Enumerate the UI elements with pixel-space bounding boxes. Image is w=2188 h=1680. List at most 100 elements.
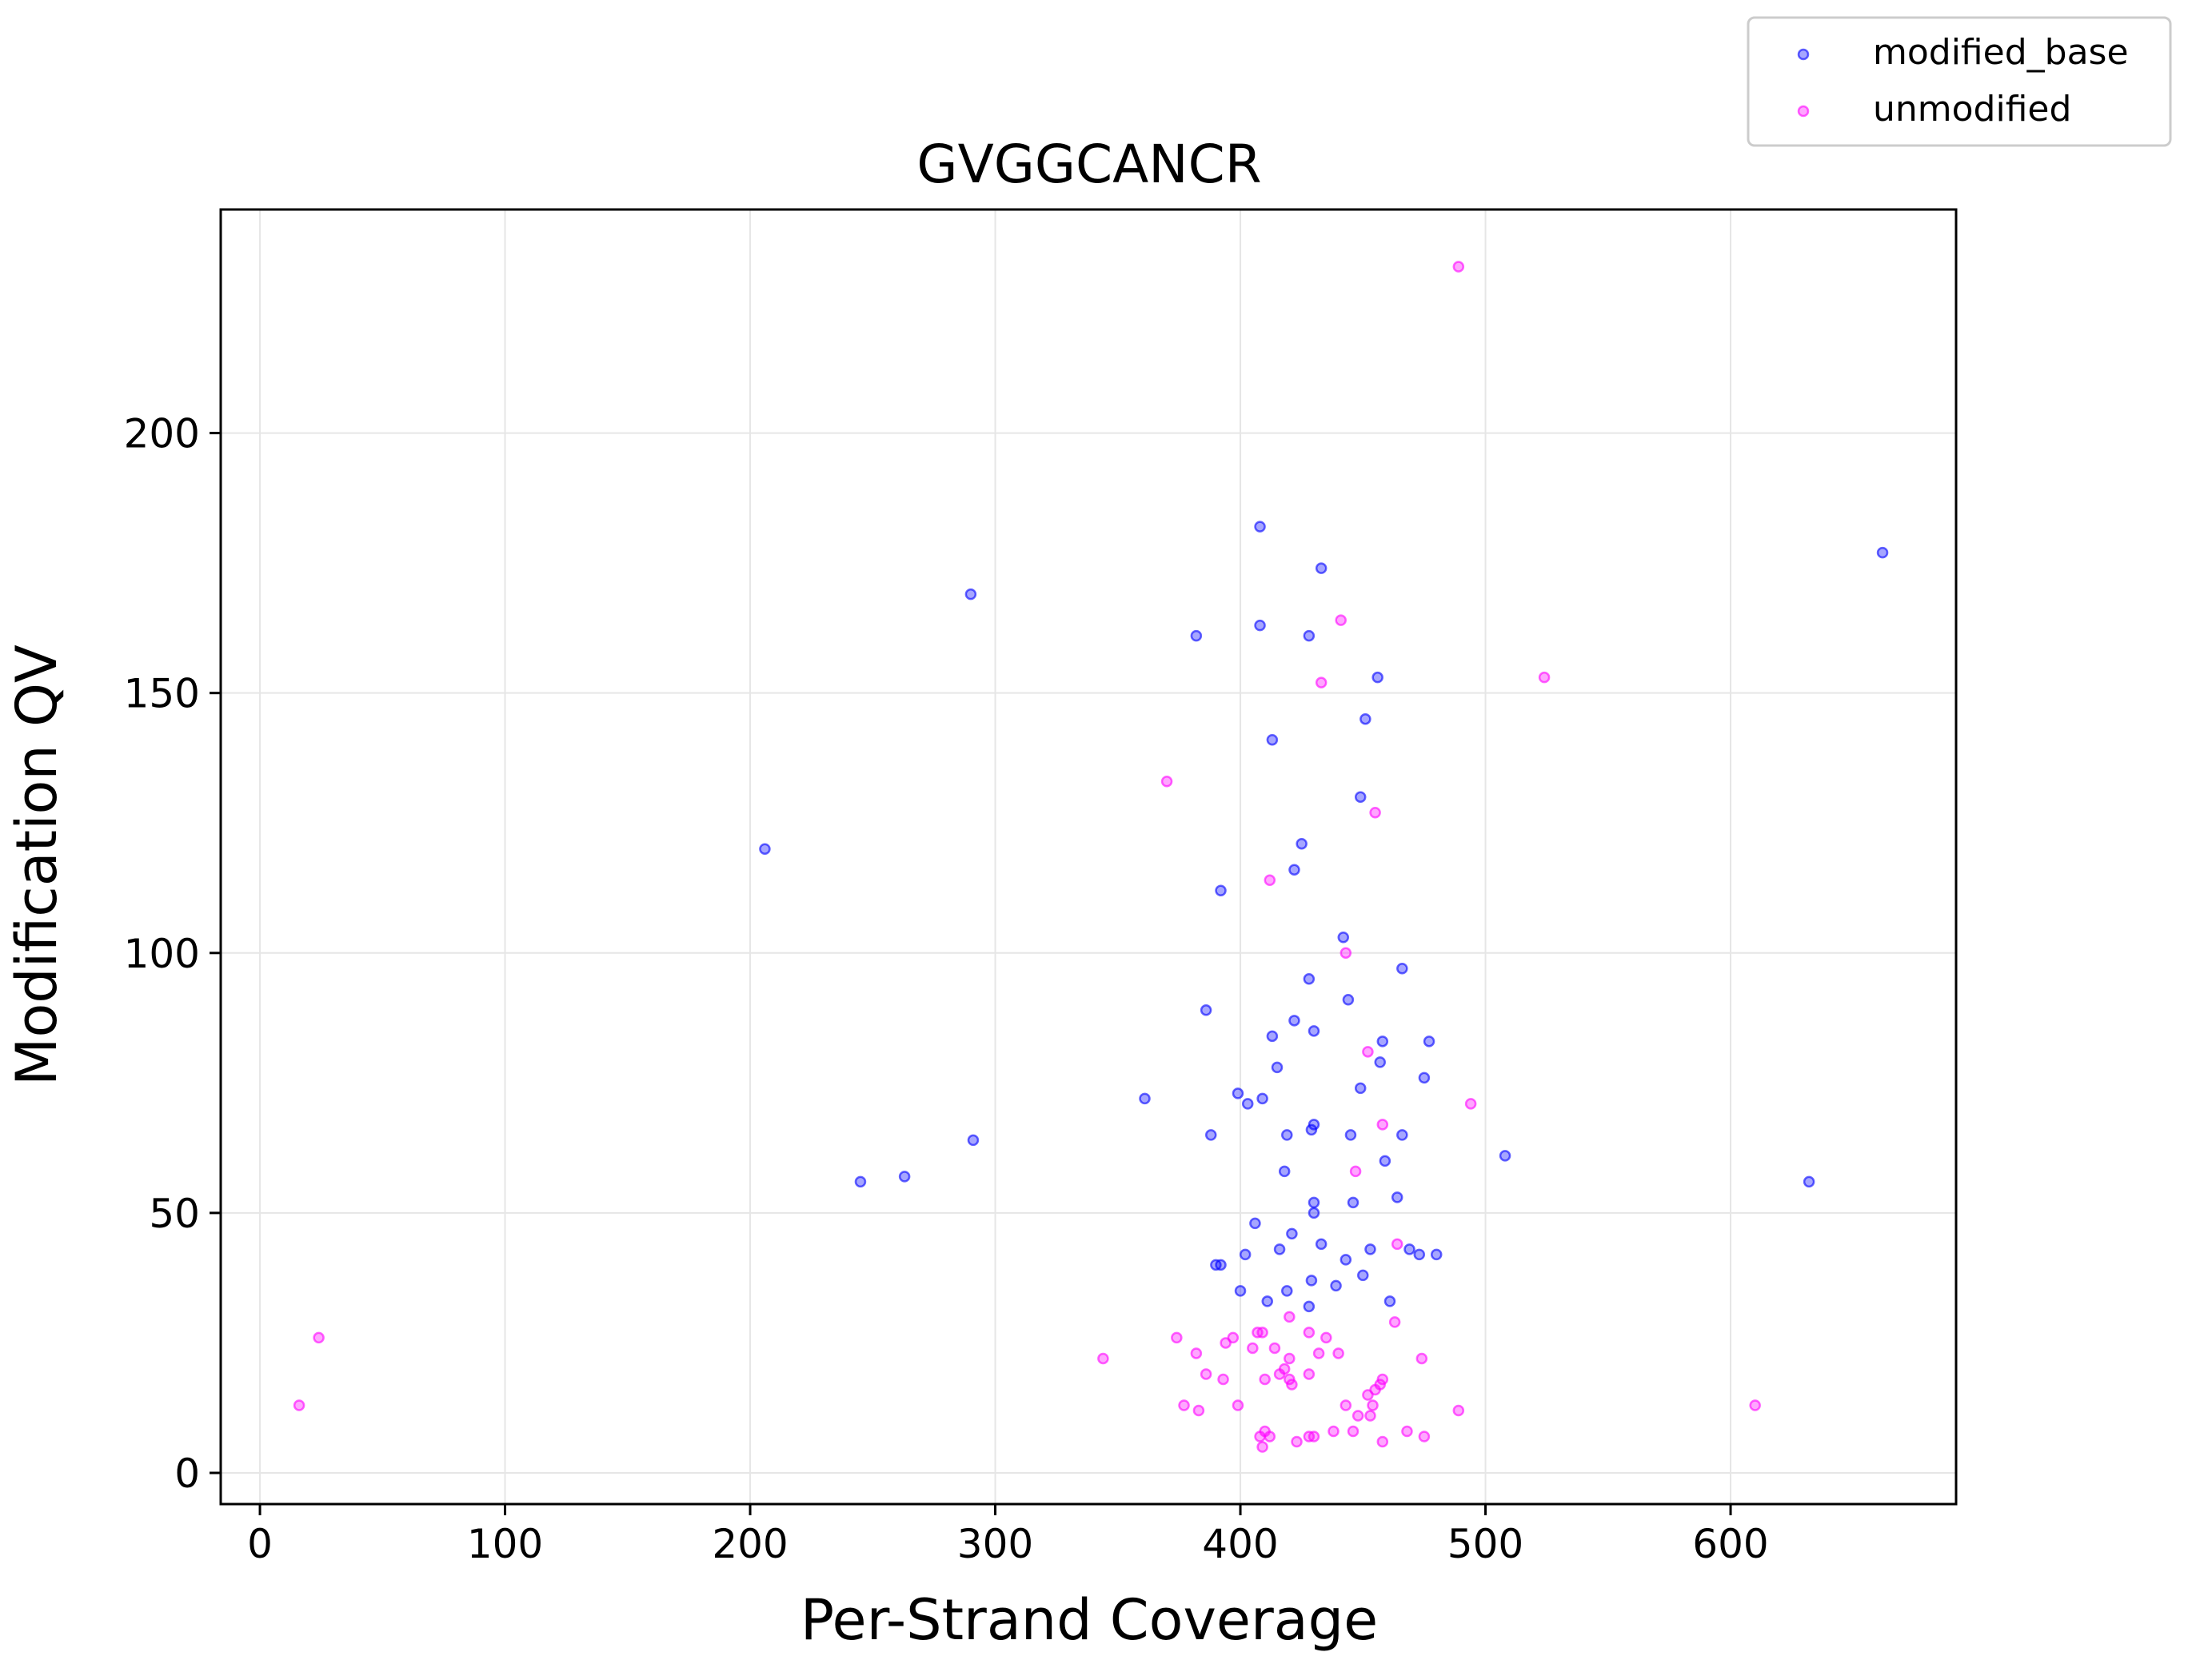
point-modified-base bbox=[1278, 1165, 1291, 1178]
legend: modified_base unmodified bbox=[1747, 16, 2172, 147]
point-modified-base bbox=[1190, 629, 1203, 642]
point-modified-base bbox=[1308, 1025, 1320, 1037]
y-tick-label: 150 bbox=[124, 671, 200, 717]
x-tick-label: 100 bbox=[467, 1521, 543, 1567]
x-tick-label: 0 bbox=[247, 1521, 273, 1567]
x-axis-ticks: 0 100 200 300 400 500 600 bbox=[247, 1504, 1769, 1567]
plot-frame bbox=[219, 208, 1958, 1506]
point-modified-base bbox=[1234, 1285, 1247, 1297]
point-unmodified bbox=[1362, 1389, 1374, 1401]
point-unmodified bbox=[1232, 1399, 1244, 1411]
point-unmodified bbox=[1220, 1337, 1232, 1349]
y-tick-label: 50 bbox=[149, 1191, 200, 1237]
point-modified-base bbox=[1215, 884, 1227, 897]
point-unmodified bbox=[1452, 261, 1465, 273]
x-axis-label: Per-Strand Coverage bbox=[801, 1587, 1378, 1653]
point-modified-base bbox=[1371, 671, 1383, 684]
point-modified-base bbox=[1344, 1129, 1357, 1141]
point-modified-base bbox=[1423, 1036, 1435, 1048]
y-tick-label: 200 bbox=[124, 411, 200, 457]
point-modified-base bbox=[1239, 1248, 1252, 1261]
point-unmodified bbox=[1376, 1119, 1389, 1131]
point-unmodified bbox=[1328, 1425, 1340, 1438]
point-modified-base bbox=[1271, 1061, 1284, 1074]
point-modified-base bbox=[1337, 932, 1350, 944]
y-axis-ticks: 0 50 100 150 200 bbox=[124, 411, 221, 1497]
point-modified-base bbox=[1254, 521, 1266, 533]
point-unmodified bbox=[1178, 1399, 1190, 1411]
point-modified-base bbox=[1499, 1150, 1511, 1162]
point-modified-base bbox=[1347, 1196, 1360, 1209]
point-modified-base bbox=[1273, 1243, 1286, 1255]
legend-label-unmodified: unmodified bbox=[1873, 89, 2071, 130]
y-tick-label: 0 bbox=[174, 1451, 200, 1497]
point-modified-base bbox=[1241, 1098, 1254, 1110]
point-modified-base bbox=[1330, 1279, 1342, 1292]
point-unmodified bbox=[1286, 1379, 1298, 1391]
point-unmodified bbox=[1340, 1399, 1352, 1411]
point-modified-base bbox=[1876, 546, 1889, 559]
point-modified-base bbox=[1256, 1092, 1268, 1105]
legend-marker-unmodified bbox=[1797, 105, 1810, 118]
point-unmodified bbox=[1273, 1368, 1286, 1380]
point-modified-base bbox=[1288, 1015, 1300, 1027]
point-modified-base bbox=[1200, 1004, 1212, 1016]
point-modified-base bbox=[1261, 1295, 1273, 1307]
point-unmodified bbox=[1264, 874, 1276, 887]
point-modified-base bbox=[1249, 1217, 1261, 1230]
point-unmodified bbox=[1364, 1410, 1376, 1422]
point-unmodified bbox=[1291, 1435, 1303, 1448]
point-unmodified bbox=[1464, 1098, 1477, 1110]
point-modified-base bbox=[1215, 1259, 1227, 1271]
point-modified-base bbox=[1396, 963, 1408, 975]
point-unmodified bbox=[1303, 1327, 1316, 1339]
point-unmodified bbox=[1349, 1165, 1362, 1178]
point-modified-base bbox=[1342, 994, 1355, 1006]
legend-label-modified-base: modified_base bbox=[1873, 32, 2129, 73]
chart-title: GVGGCANCR bbox=[916, 134, 1261, 195]
x-tick-label: 500 bbox=[1447, 1521, 1523, 1567]
point-unmodified bbox=[1401, 1425, 1413, 1438]
point-unmodified bbox=[1415, 1352, 1428, 1365]
point-unmodified bbox=[1256, 1441, 1268, 1453]
point-unmodified bbox=[1254, 1431, 1266, 1443]
point-modified-base bbox=[1288, 864, 1300, 876]
point-modified-base bbox=[1379, 1155, 1391, 1167]
point-modified-base bbox=[1296, 837, 1308, 850]
point-modified-base bbox=[1286, 1227, 1298, 1240]
point-unmodified bbox=[1200, 1368, 1212, 1380]
y-axis-label: Modification QV bbox=[4, 644, 70, 1086]
point-unmodified bbox=[1391, 1238, 1403, 1251]
point-modified-base bbox=[1303, 629, 1316, 642]
point-unmodified bbox=[1340, 947, 1352, 960]
point-unmodified bbox=[1192, 1404, 1205, 1417]
point-modified-base bbox=[1266, 733, 1279, 746]
point-unmodified bbox=[1247, 1342, 1259, 1355]
point-unmodified bbox=[1303, 1368, 1316, 1380]
point-unmodified bbox=[1284, 1352, 1296, 1365]
point-unmodified bbox=[1335, 614, 1347, 626]
y-tick-label: 100 bbox=[124, 931, 200, 977]
point-unmodified bbox=[293, 1399, 305, 1411]
point-modified-base bbox=[1139, 1092, 1151, 1105]
point-unmodified bbox=[1312, 1347, 1325, 1359]
point-unmodified bbox=[1332, 1347, 1344, 1359]
point-modified-base bbox=[1354, 1082, 1367, 1095]
point-unmodified bbox=[1388, 1316, 1401, 1328]
point-modified-base bbox=[1303, 1300, 1316, 1313]
point-modified-base bbox=[1204, 1129, 1217, 1141]
point-unmodified bbox=[313, 1331, 325, 1344]
data-points bbox=[293, 261, 1889, 1453]
point-unmodified bbox=[1369, 806, 1381, 819]
point-modified-base bbox=[1315, 562, 1328, 574]
point-modified-base bbox=[1340, 1254, 1352, 1266]
point-modified-base bbox=[1391, 1191, 1403, 1203]
x-tick-label: 600 bbox=[1692, 1521, 1768, 1567]
x-tick-label: 300 bbox=[957, 1521, 1033, 1567]
point-unmodified bbox=[1749, 1399, 1761, 1411]
point-unmodified bbox=[1097, 1352, 1109, 1365]
point-unmodified bbox=[1171, 1331, 1183, 1344]
point-modified-base bbox=[1364, 1243, 1376, 1255]
point-modified-base bbox=[1308, 1207, 1320, 1219]
